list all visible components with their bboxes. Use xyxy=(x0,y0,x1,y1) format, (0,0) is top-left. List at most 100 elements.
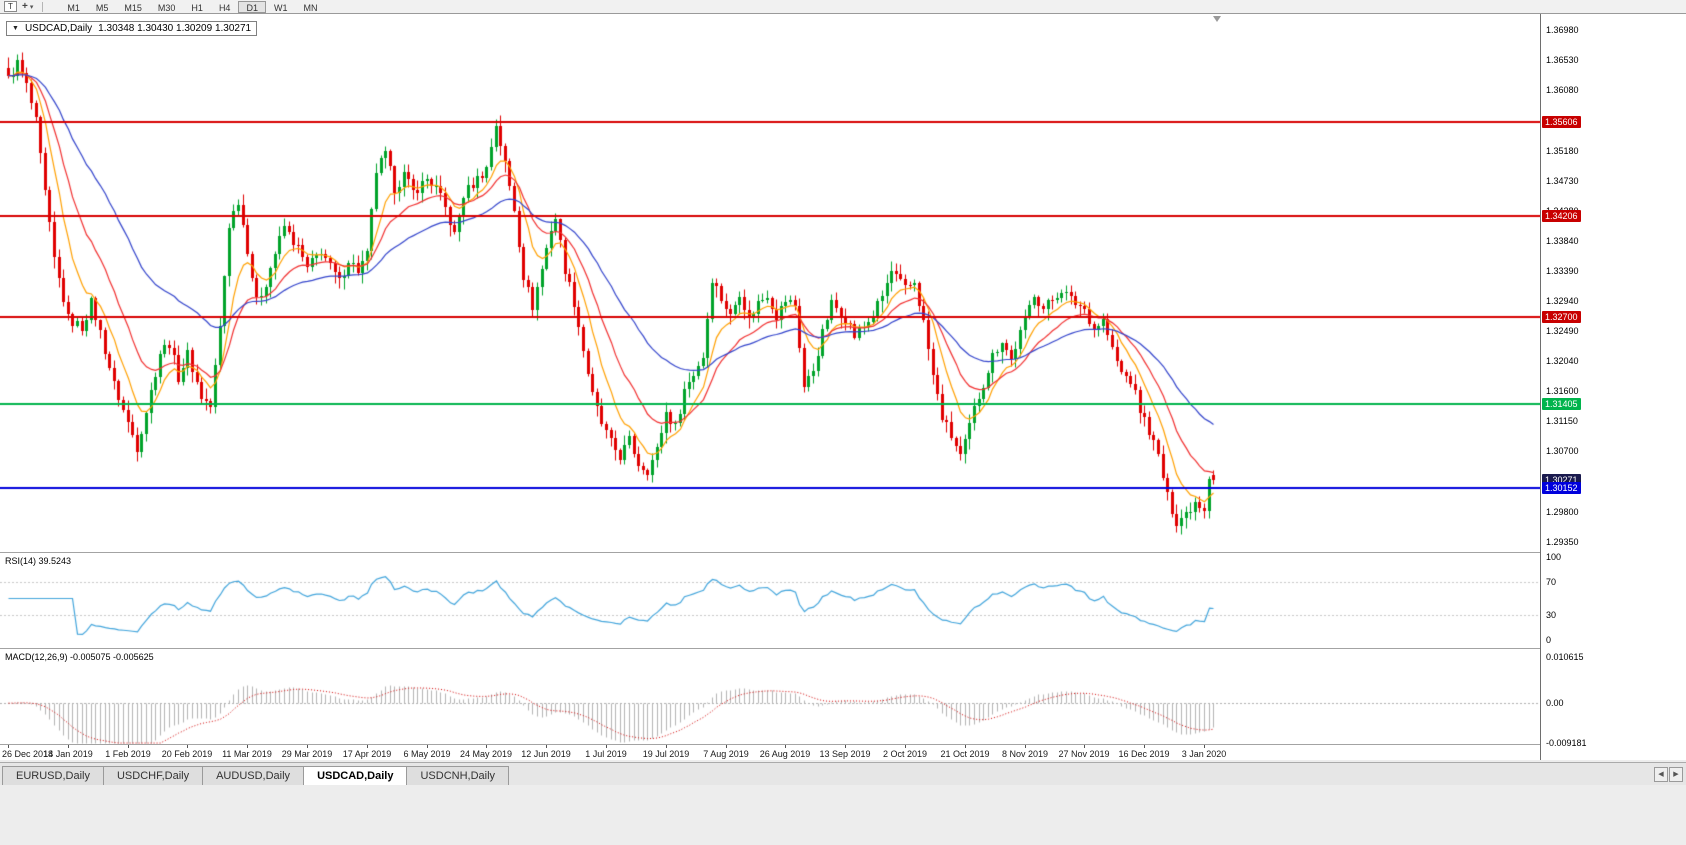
rsi-indicator-canvas[interactable] xyxy=(0,553,1540,648)
candlestick-chart-canvas[interactable] xyxy=(0,14,1540,552)
top-toolbar: T + ▾ M1 M5 M15 M30 H1 H4 D1 W1 MN xyxy=(0,0,1686,14)
date-label: 19 Jul 2019 xyxy=(642,749,690,759)
date-label: 16 Dec 2019 xyxy=(1118,749,1170,759)
chart-ohlc-values: 1.30348 1.30430 1.30209 1.30271 xyxy=(98,23,252,34)
date-label: 12 Jun 2019 xyxy=(521,749,571,759)
time-axis-tick xyxy=(965,745,966,748)
tab-eurusd-daily[interactable]: EURUSD,Daily xyxy=(2,766,104,785)
one-click-trading-arrow-icon[interactable]: ▼ xyxy=(12,25,19,32)
timeframe-button-m5[interactable]: M5 xyxy=(95,2,109,13)
price-marker-1.31405: 1.31405 xyxy=(1542,398,1581,411)
time-axis-tick xyxy=(187,745,188,748)
tab-scroll-left-icon[interactable]: ◀ xyxy=(1654,767,1668,782)
timeframe-button-h4[interactable]: H4 xyxy=(218,2,231,13)
price-tick-label: 1.30700 xyxy=(1546,446,1579,457)
date-label: 14 Jan 2019 xyxy=(43,749,93,759)
price-tick-label: 1.32040 xyxy=(1546,356,1579,367)
time-axis-line xyxy=(0,744,1686,745)
time-axis-tick xyxy=(1204,745,1205,748)
chart-tabs: EURUSD,Daily USDCHF,Daily AUDUSD,Daily USDC… xyxy=(2,763,1686,785)
panel-separator[interactable] xyxy=(0,552,1686,553)
rsi-scale-label: 100 xyxy=(1546,552,1562,562)
time-axis-tick xyxy=(128,745,129,748)
price-marker-1.34206: 1.34206 xyxy=(1542,210,1581,223)
time-axis-tick xyxy=(1025,745,1026,748)
price-marker-1.32700: 1.32700 xyxy=(1542,311,1581,324)
price-tick-label: 1.36980 xyxy=(1546,25,1579,35)
price-tick-label: 1.31150 xyxy=(1546,416,1578,427)
time-axis-tick xyxy=(905,745,906,748)
date-label: 26 Dec 2018 xyxy=(2,749,54,759)
chart-title-box: ▼ USDCAD,Daily 1.30348 1.30430 1.30209 1… xyxy=(6,21,258,36)
price-tick-label: 1.32490 xyxy=(1546,326,1579,337)
rsi-label: RSI(14) 39.5243 xyxy=(5,556,72,566)
rsi-scale-label: 0 xyxy=(1546,635,1552,645)
price-tick-label: 1.35180 xyxy=(1546,145,1579,156)
date-label: 1 Jul 2019 xyxy=(585,749,627,759)
price-tick-label: 1.33390 xyxy=(1546,265,1579,276)
time-axis-tick xyxy=(247,745,248,748)
date-label: 8 Nov 2019 xyxy=(1001,749,1049,759)
tab-scroll-right-icon[interactable]: ▶ xyxy=(1669,767,1683,782)
price-tick-label: 1.36530 xyxy=(1546,55,1579,66)
crosshair-tool-button[interactable]: + ▾ xyxy=(19,1,36,12)
tab-usdcnh-daily[interactable]: USDCNH,Daily xyxy=(406,766,510,785)
date-label: 20 Feb 2019 xyxy=(161,749,213,759)
rsi-scale-label: 70 xyxy=(1546,576,1557,587)
date-label: 17 Apr 2019 xyxy=(342,749,392,759)
macd-label: MACD(12,26,9) -0.005075 -0.005625 xyxy=(5,652,154,662)
rsi-panel: RSI(14) 39.5243 xyxy=(0,553,1540,648)
time-axis-tick xyxy=(1084,745,1085,748)
panel-separator[interactable] xyxy=(0,648,1686,649)
date-label: 1 Feb 2019 xyxy=(105,749,151,759)
chart-tab-bar: EURUSD,Daily USDCHF,Daily AUDUSD,Daily USDC… xyxy=(0,762,1686,785)
time-axis-tick xyxy=(367,745,368,748)
price-tick-label: 1.33840 xyxy=(1546,235,1579,246)
price-tick-label: 1.36080 xyxy=(1546,85,1579,96)
time-axis-tick xyxy=(307,745,308,748)
macd-scale-label: -0.009181 xyxy=(1546,738,1587,748)
templates-icon[interactable]: T xyxy=(4,1,17,12)
timeframe-button-m15[interactable]: M15 xyxy=(124,2,142,13)
price-scale[interactable]: 1.369801.365301.360801.356301.351801.347… xyxy=(1540,14,1686,760)
time-axis-tick xyxy=(666,745,667,748)
date-label: 24 May 2019 xyxy=(459,749,513,759)
main-chart-panel: ▼ USDCAD,Daily 1.30348 1.30430 1.30209 1… xyxy=(0,14,1540,552)
tab-scroll-controls: ◀ ▶ xyxy=(1654,767,1683,782)
macd-scale-label: 0.00 xyxy=(1546,698,1564,709)
status-bar-area xyxy=(0,785,1686,845)
toolbar-separator xyxy=(42,1,44,12)
price-tick-label: 1.32940 xyxy=(1546,296,1579,307)
date-label: 3 Jan 2020 xyxy=(1181,749,1227,759)
timeframe-toolbar: M1 M5 M15 M30 H1 H4 D1 W1 MN xyxy=(59,0,325,13)
tab-audusd-daily[interactable]: AUDUSD,Daily xyxy=(202,766,305,785)
chevron-down-icon: ▾ xyxy=(29,3,34,11)
chart-symbol-title: USDCAD,Daily xyxy=(24,23,93,34)
time-axis-tick xyxy=(1144,745,1145,748)
timeframe-button-m1[interactable]: M1 xyxy=(67,2,80,13)
chart-shift-marker-icon[interactable] xyxy=(1213,16,1221,22)
date-label: 7 Aug 2019 xyxy=(703,749,749,759)
date-label: 26 Aug 2019 xyxy=(759,749,811,759)
timeframe-button-m30[interactable]: M30 xyxy=(157,2,176,13)
price-marker-1.35606: 1.35606 xyxy=(1542,116,1581,129)
timeframe-button-d1[interactable]: D1 xyxy=(238,0,266,13)
macd-indicator-canvas[interactable] xyxy=(0,649,1540,745)
tab-usdchf-daily[interactable]: USDCHF,Daily xyxy=(102,766,204,785)
date-label: 6 May 2019 xyxy=(403,749,451,759)
macd-scale-label: 0.010615 xyxy=(1546,652,1584,662)
time-axis[interactable]: 26 Dec 2018 14 Jan 2019 1 Feb 2019 20 Feb 2… xyxy=(0,745,1540,760)
date-label: 11 Mar 2019 xyxy=(222,749,272,759)
time-axis-tick xyxy=(8,745,9,748)
time-axis-tick xyxy=(726,745,727,748)
timeframe-button-mn[interactable]: MN xyxy=(303,2,318,13)
time-axis-tick xyxy=(546,745,547,748)
time-axis-tick xyxy=(785,745,786,748)
price-tick-label: 1.34730 xyxy=(1546,175,1579,186)
timeframe-button-h1[interactable]: H1 xyxy=(191,2,203,13)
date-label: 13 Sep 2019 xyxy=(819,749,871,759)
timeframe-button-w1[interactable]: W1 xyxy=(273,2,288,13)
tab-usdcad-daily[interactable]: USDCAD,Daily xyxy=(303,766,408,785)
time-axis-tick xyxy=(68,745,69,748)
price-tick-label: 1.31600 xyxy=(1546,386,1579,397)
